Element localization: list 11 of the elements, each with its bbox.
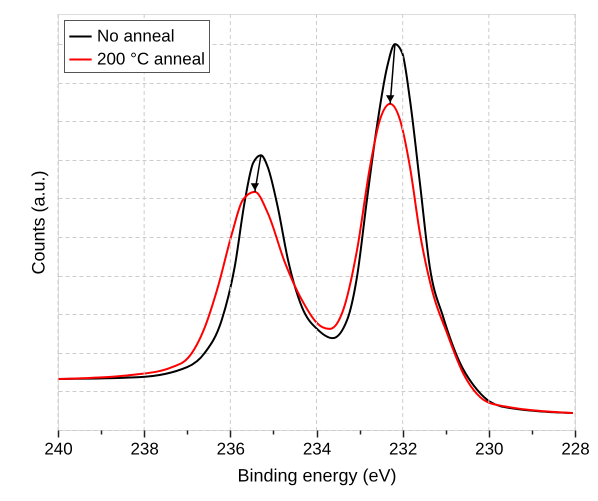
x-tick-label: 232: [388, 440, 418, 458]
x-tick-label: 236: [216, 440, 246, 458]
x-tick-label: 238: [130, 440, 159, 458]
legend-label: 200 °C anneal: [97, 50, 205, 68]
x-tick-label: 240: [44, 440, 73, 458]
x-tick-label: 228: [561, 440, 590, 458]
x-tick-label: 230: [475, 440, 504, 458]
legend-label: No anneal: [97, 26, 175, 46]
y-axis-title: Counts (a.u.): [28, 170, 48, 275]
x-axis-title: Binding energy (eV): [237, 466, 397, 486]
x-tick-label: 234: [302, 440, 332, 458]
